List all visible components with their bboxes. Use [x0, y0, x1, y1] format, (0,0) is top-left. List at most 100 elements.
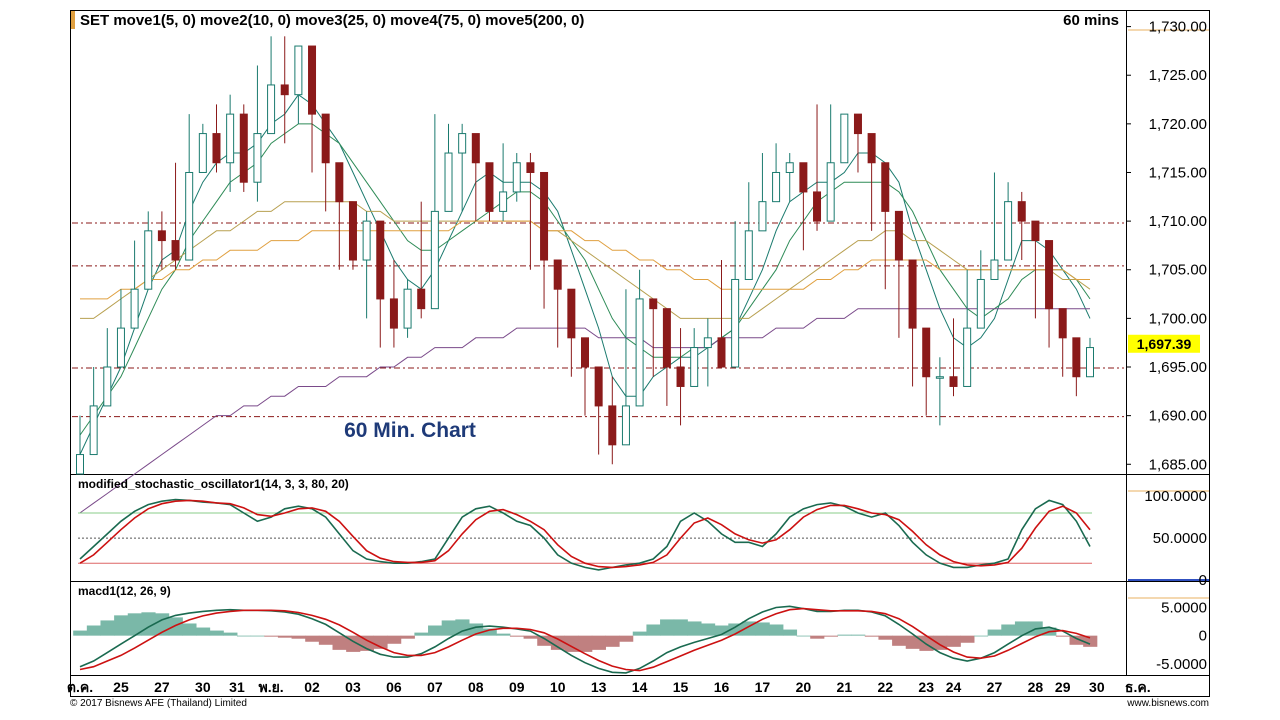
- candle-body-down: [894, 210, 903, 261]
- candle-body-down: [376, 220, 385, 300]
- candle-body-down: [526, 162, 535, 173]
- macd-histogram-bar: [946, 635, 961, 647]
- x-axis-labels: ต.ค. 25 27 30 31 พ.ย. 02 03 06 07 08 09 10 13 14 15 16 17…: [67, 679, 1151, 695]
- candle-body-down: [881, 162, 890, 212]
- candle: [676, 328, 685, 426]
- macd-histogram-bar: [687, 621, 702, 636]
- candle-body-down: [171, 240, 180, 261]
- x-axis-label: 13: [591, 679, 607, 695]
- candle-body-up: [144, 230, 153, 290]
- macd-histogram-bar: [168, 617, 183, 636]
- x-axis-label: พ.ย.: [258, 679, 283, 695]
- x-axis-label: 09: [509, 679, 525, 695]
- candle: [881, 162, 890, 290]
- candle: [635, 269, 644, 407]
- candle: [403, 279, 412, 338]
- moving-average-lines: [79, 94, 1091, 514]
- candle-body-down: [1072, 337, 1081, 378]
- macd-histogram-bar: [1001, 624, 1016, 636]
- x-axis-label: 24: [946, 679, 962, 695]
- candle: [308, 45, 317, 173]
- candle-body-up: [512, 162, 521, 193]
- macd-axis-ticks: 5.0000 0 -5.0000: [1156, 599, 1207, 672]
- candle: [1004, 182, 1013, 261]
- x-axis-label: 03: [345, 679, 361, 695]
- candle-body-down: [157, 230, 166, 242]
- candle: [826, 104, 835, 222]
- macd-histogram-bar: [810, 635, 825, 639]
- candle: [116, 289, 125, 368]
- candle-body-down: [471, 133, 480, 164]
- candle: [171, 162, 180, 270]
- candle: [144, 211, 153, 290]
- candle: [1045, 240, 1054, 348]
- candle: [649, 298, 658, 377]
- candle: [280, 36, 289, 144]
- candle-body-up: [198, 133, 207, 173]
- macd-histogram-bar: [851, 634, 866, 636]
- candle-body-up: [76, 454, 84, 475]
- candle: [376, 220, 385, 348]
- chart-title: SET move1(5, 0) move2(10, 0) move3(25, 0…: [80, 12, 584, 29]
- price-tick-label: 1,695.00: [1149, 359, 1207, 376]
- candle-body-up: [89, 405, 98, 456]
- stochastic-axis-ticks: 100.0000 50.0000 0: [1144, 488, 1207, 589]
- macd-histogram-bar: [387, 635, 402, 644]
- macd-histogram-bar: [605, 635, 620, 647]
- candle-body-down: [239, 113, 248, 183]
- stochastic-tick-label: 0: [1199, 572, 1207, 589]
- macd-histogram-bar: [482, 628, 497, 636]
- stochastic-title: modified_stochastic_oscillator1(14, 3, 3…: [78, 477, 349, 491]
- candle: [348, 201, 357, 270]
- macd-histogram-bar: [714, 625, 729, 636]
- candle: [608, 376, 617, 465]
- candle-body-up: [758, 201, 767, 232]
- price-tick-label: 1,705.00: [1149, 262, 1207, 279]
- candle-body-up: [744, 230, 753, 280]
- candle: [662, 308, 671, 406]
- candle-body-up: [963, 327, 972, 387]
- candle: [103, 328, 112, 407]
- macd-histogram-bar: [196, 627, 211, 636]
- macd-histogram-bar: [414, 632, 429, 636]
- macd-histogram-bar: [973, 635, 989, 637]
- price-tick-label: 1,690.00: [1149, 408, 1207, 425]
- candle-body-up: [499, 191, 508, 212]
- stochastic-tick-label: 50.0000: [1153, 530, 1207, 547]
- candle-body-up: [130, 288, 139, 329]
- macd-lines: [79, 605, 1091, 674]
- candle-body-down: [1031, 220, 1040, 242]
- candle: [690, 328, 699, 387]
- macd-histogram-bar: [646, 624, 661, 636]
- candle-body-up: [690, 347, 699, 387]
- macd-histogram-bar: [919, 635, 934, 651]
- candle-body-up: [226, 113, 235, 164]
- macd-histogram-bar: [509, 635, 525, 637]
- macd-histogram-bar: [496, 633, 511, 636]
- x-axis-label: 27: [987, 679, 1003, 695]
- candle-body-up: [703, 337, 712, 349]
- price-tick-label: 1,720.00: [1149, 116, 1207, 133]
- macd-histogram-bar: [305, 635, 320, 642]
- candle-body-down: [676, 366, 685, 387]
- candle: [963, 269, 972, 387]
- macd-histogram-bar: [114, 615, 129, 636]
- candle: [853, 113, 862, 173]
- candle: [976, 250, 985, 329]
- candle-body-up: [990, 259, 999, 280]
- last-price-label: 1,697.39: [1137, 336, 1192, 352]
- candle: [744, 182, 753, 280]
- macd-histogram-bar: [250, 635, 265, 637]
- copyright-text: © 2017 Bisnews AFE (Thailand) Limited: [70, 698, 247, 709]
- candle-body-down: [389, 298, 398, 329]
- candle-body-down: [908, 259, 917, 329]
- candle: [512, 153, 521, 202]
- candle: [458, 123, 467, 212]
- candle: [772, 143, 781, 203]
- ma-line-move3: [80, 201, 1091, 319]
- candle: [444, 123, 453, 212]
- macd-histogram-bar: [550, 635, 566, 650]
- candle: [362, 211, 371, 319]
- candle: [212, 104, 221, 173]
- candle: [335, 162, 344, 270]
